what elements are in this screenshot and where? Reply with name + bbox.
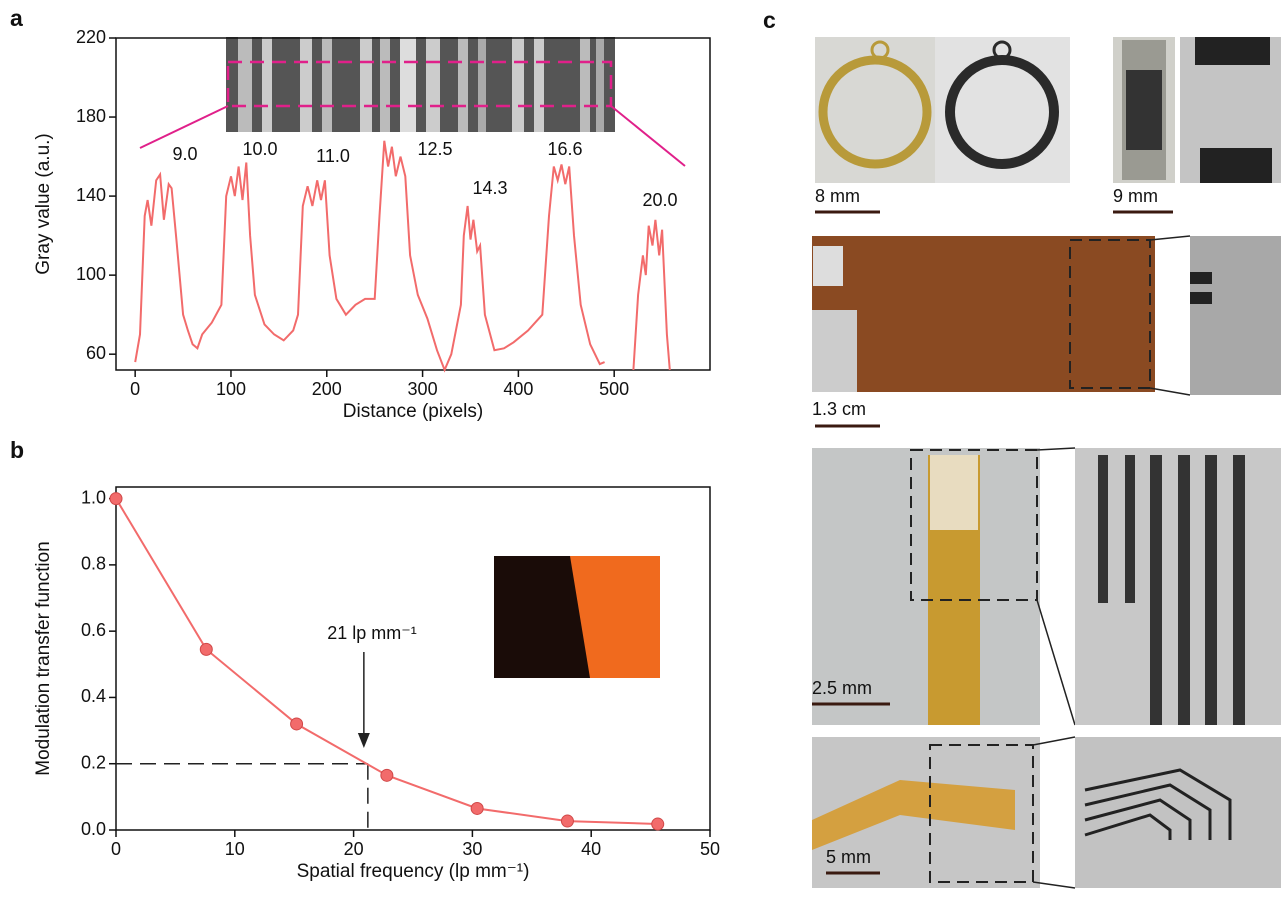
- panel-label: b: [10, 437, 24, 463]
- y-tick-label: 60: [86, 343, 106, 363]
- y-axis-title: Gray value (a.u.): [33, 133, 54, 275]
- y-tick-label: 100: [76, 264, 106, 284]
- y-tick-label: 140: [76, 185, 106, 205]
- x-tick-label: 0: [111, 839, 121, 859]
- annotation: 21 lp mm⁻¹: [327, 623, 417, 643]
- y-tick-label: 0.0: [81, 819, 106, 839]
- y-tick-label: 0.8: [81, 554, 106, 574]
- data-point: [200, 643, 212, 655]
- x-tick-label: 100: [216, 379, 246, 399]
- y-tick-label: 0.6: [81, 620, 106, 640]
- x-tick-label: 400: [503, 379, 533, 399]
- scale-label: 5 mm: [826, 847, 871, 867]
- panel-label: c: [763, 7, 776, 33]
- y-tick-label: 1.0: [81, 487, 106, 507]
- x-tick-label: 40: [581, 839, 601, 859]
- y-tick-label: 220: [76, 27, 106, 47]
- annotation: 10.0: [242, 139, 277, 159]
- annotation: 12.5: [417, 139, 452, 159]
- scale-label: 9 mm: [1113, 186, 1158, 206]
- x-tick-label: 10: [225, 839, 245, 859]
- data-line: [135, 141, 670, 370]
- annotation: 9.0: [172, 144, 197, 164]
- annotation: 20.0: [642, 190, 677, 210]
- panel-label: a: [10, 5, 23, 31]
- annotation: 16.6: [547, 139, 582, 159]
- x-tick-label: 30: [462, 839, 482, 859]
- inset-image-b: [494, 556, 660, 678]
- annotation: 14.3: [472, 178, 507, 198]
- data-point: [291, 718, 303, 730]
- data-point: [652, 818, 664, 830]
- x-axis-title: Spatial frequency (lp mm⁻¹): [297, 861, 530, 882]
- x-tick-label: 50: [700, 839, 720, 859]
- y-tick-label: 180: [76, 106, 106, 126]
- inset-image-a: [140, 37, 685, 166]
- annotation: 11.0: [316, 146, 350, 166]
- x-axis-title: Distance (pixels): [343, 401, 483, 422]
- y-axis-title: Modulation transfer function: [33, 541, 54, 775]
- figure: a b c 8 mm 9 mm 1.3 cm 2.5 mm 5 mm 01002…: [0, 0, 1281, 905]
- photos: [812, 37, 1281, 888]
- scale-label: 2.5 mm: [812, 678, 872, 698]
- y-tick-label: 0.2: [81, 752, 106, 772]
- x-tick-label: 200: [312, 379, 342, 399]
- x-tick-label: 500: [599, 379, 629, 399]
- x-tick-label: 0: [130, 379, 140, 399]
- data-point: [381, 769, 393, 781]
- y-tick-label: 0.4: [81, 686, 106, 706]
- arrow-head: [358, 733, 370, 748]
- data-point: [110, 493, 122, 505]
- data-point: [561, 815, 573, 827]
- scale-label: 8 mm: [815, 186, 860, 206]
- x-tick-label: 300: [408, 379, 438, 399]
- scale-label: 1.3 cm: [812, 399, 866, 419]
- x-tick-label: 20: [344, 839, 364, 859]
- data-point: [471, 802, 483, 814]
